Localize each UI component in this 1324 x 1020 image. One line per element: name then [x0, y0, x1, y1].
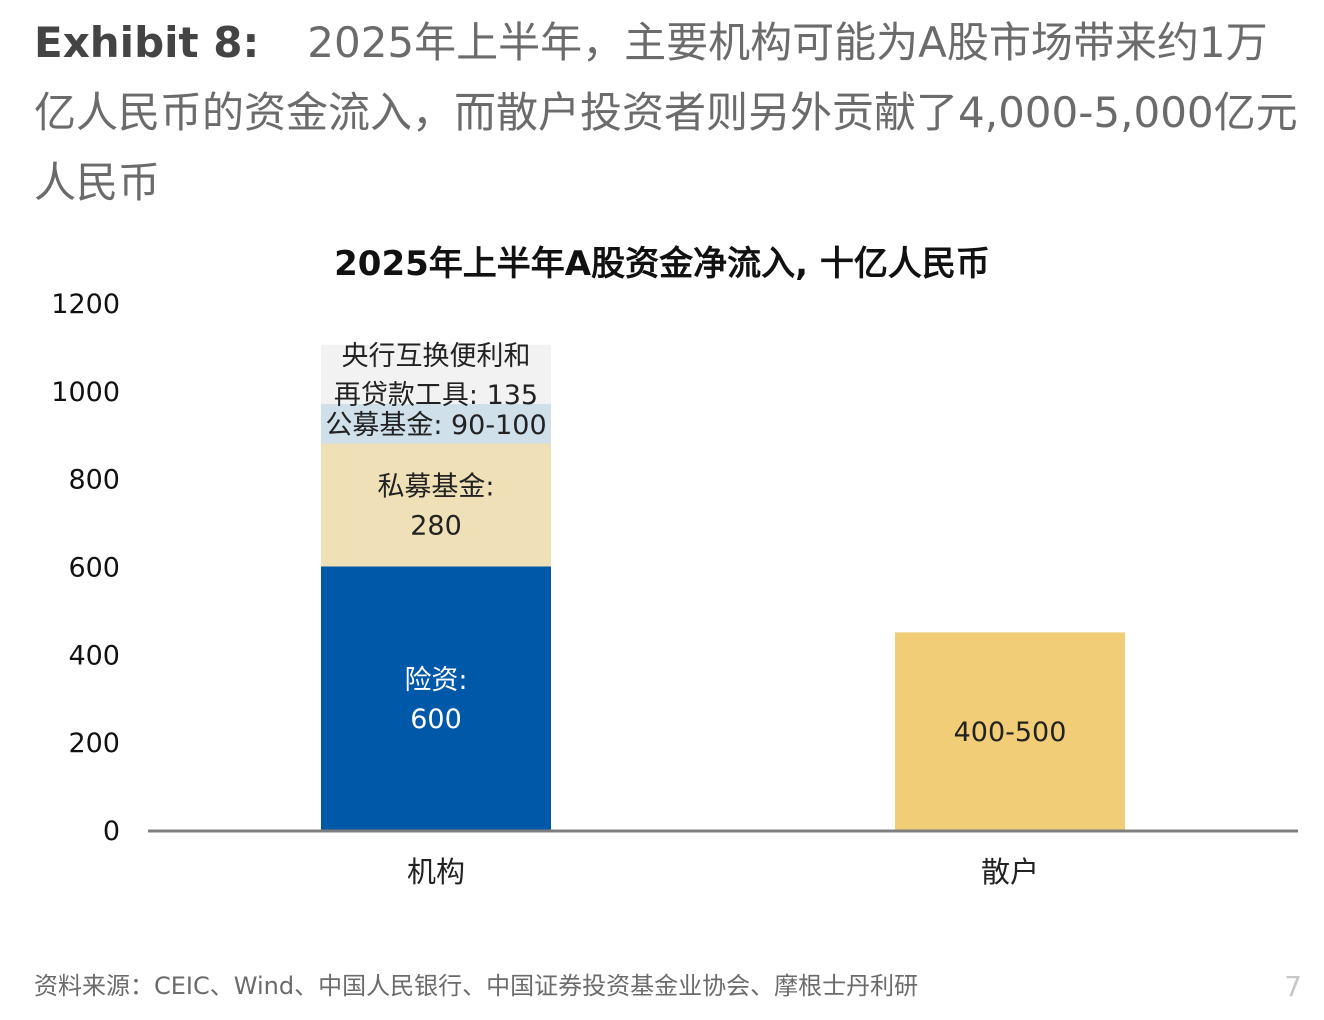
data-label: 400-500	[954, 717, 1067, 748]
page-number: 7	[1284, 970, 1302, 1003]
y-tick-label: 400	[68, 640, 120, 671]
exhibit-label: Exhibit 8:	[34, 18, 260, 67]
source-note: 资料来源：CEIC、Wind、中国人民银行、中国证券投资基金业协会、摩根士丹利研	[34, 972, 919, 1000]
bar-segment	[895, 632, 1125, 830]
x-tick-label: 散户	[981, 855, 1039, 889]
bar-segment	[321, 344, 551, 405]
y-tick-label: 0	[103, 816, 120, 847]
exhibit-heading: Exhibit 8: 2025年上半年，主要机构可能为A股市场带来约1万亿人民币的…	[34, 8, 1304, 218]
bar-segment	[321, 443, 551, 567]
data-label: 280	[410, 511, 462, 542]
data-label: 央行互换便利和	[342, 341, 531, 372]
data-label: 600	[410, 704, 462, 735]
y-tick-label: 200	[68, 728, 120, 759]
chart-title: 2025年上半年A股资金净流入, 十亿人民币	[334, 244, 990, 284]
y-tick-label: 1200	[51, 289, 120, 320]
y-tick-label: 1000	[51, 377, 120, 408]
data-label: 险资:	[404, 665, 467, 696]
y-tick-label: 800	[68, 465, 120, 496]
exhibit-text: 2025年上半年，主要机构可能为A股市场带来约1万亿人民币的资金流入，而散户投资…	[34, 18, 1298, 207]
data-label: 再贷款工具: 135	[334, 380, 538, 411]
data-label: 公募基金: 90-100	[325, 410, 546, 441]
bar-segment	[321, 566, 551, 830]
data-label: 私募基金:	[377, 472, 494, 503]
bar-segment	[321, 404, 551, 444]
x-tick-label: 机构	[407, 855, 465, 889]
y-tick-label: 600	[68, 553, 120, 584]
